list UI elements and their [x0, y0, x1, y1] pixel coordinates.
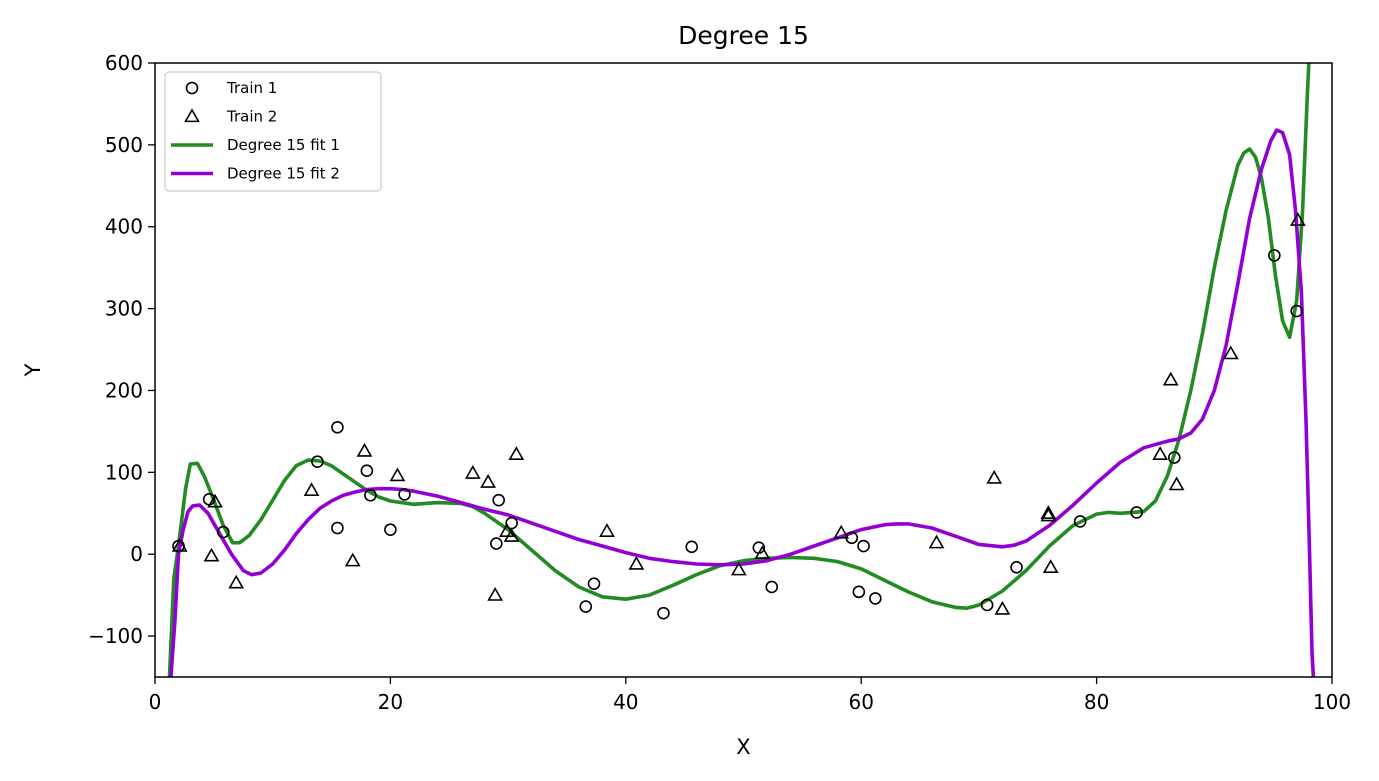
data-point-train-2 [928, 534, 945, 549]
data-point-train-1 [490, 537, 503, 550]
data-point-train-1 [657, 606, 670, 620]
data-point-train-2 [303, 482, 320, 497]
data-point-train-2 [628, 555, 645, 570]
series-line-fit-1 [167, 63, 1311, 677]
y-tick-label: 300 [105, 297, 143, 321]
y-tick-label: −100 [88, 624, 143, 648]
x-tick-label: 60 [848, 690, 873, 714]
plot-clip-group [167, 63, 1316, 677]
y-axis: −100 0 100 200 300 400 500 600 [88, 51, 155, 648]
data-point-train-2 [503, 528, 520, 542]
data-point-train-1 [364, 488, 377, 502]
legend-entry-label: Train 2 [226, 108, 277, 126]
legend-entry-label: Train 1 [226, 79, 277, 97]
data-point-train-1 [1010, 560, 1023, 574]
data-point-train-2 [228, 574, 245, 589]
data-point-train-2 [754, 545, 771, 560]
data-point-train-2 [508, 446, 525, 460]
plot-area [167, 63, 1316, 677]
data-point-train-1 [857, 539, 870, 553]
data-point-train-2 [1289, 212, 1306, 226]
y-tick-label: 400 [105, 215, 143, 239]
data-point-train-2 [1042, 559, 1059, 573]
data-point-train-2 [207, 493, 223, 508]
x-tick-label: 40 [613, 690, 638, 714]
data-point-train-2 [1040, 507, 1057, 522]
data-point-train-2 [356, 442, 373, 457]
legend-frame [164, 71, 382, 192]
data-point-train-1 [579, 600, 593, 613]
x-axis: 0 20 40 60 80 100 [149, 677, 1351, 714]
data-point-train-1 [398, 488, 411, 501]
legend-swatch [185, 81, 199, 95]
y-tick-label: 100 [105, 460, 143, 484]
data-point-train-2 [1152, 446, 1169, 460]
data-point-train-2 [730, 561, 747, 576]
data-point-train-1 [587, 577, 601, 590]
data-point-train-1 [1130, 506, 1143, 519]
data-point-train-2 [389, 467, 406, 482]
legend: Train 1 Train 2 Degree 15 fit 1 Degree 15 f… [164, 71, 382, 192]
data-point-train-1 [852, 585, 866, 599]
x-axis-label: X [736, 735, 750, 759]
plot-frame [154, 62, 1333, 678]
x-tick-label: 20 [378, 690, 403, 714]
data-point-train-1 [765, 580, 779, 594]
data-point-train-2 [1222, 345, 1239, 360]
data-point-train-2 [499, 523, 515, 537]
data-point-train-2 [1162, 371, 1179, 386]
data-point-train-1 [980, 598, 994, 612]
data-point-train-2 [1168, 476, 1185, 491]
data-point-train-1 [360, 464, 374, 477]
data-point-train-2 [833, 524, 850, 539]
data-point-train-2 [203, 547, 220, 562]
data-point-train-2 [994, 600, 1011, 615]
data-point-train-1 [1290, 304, 1303, 318]
data-point-train-1 [331, 521, 344, 535]
data-point-train-1 [1167, 451, 1181, 464]
data-point-train-2 [171, 537, 188, 552]
data-point-train-2 [1040, 505, 1057, 519]
y-tick-label: 0 [130, 542, 143, 566]
y-tick-label: 500 [105, 133, 143, 157]
y-tick-label: 600 [105, 51, 143, 75]
data-point-train-2 [344, 552, 361, 567]
legend-entry-label: Degree 15 fit 1 [227, 136, 340, 154]
data-point-train-2 [599, 523, 615, 537]
series-line-fit-2 [169, 128, 1316, 677]
data-point-train-1 [216, 525, 230, 539]
data-point-train-2 [464, 465, 481, 479]
legend-swatch [184, 108, 200, 123]
legend-entry-label: Degree 15 fit 2 [227, 165, 340, 183]
data-point-train-2 [986, 469, 1003, 484]
data-point-train-1 [1268, 249, 1281, 262]
data-point-train-1 [492, 493, 505, 507]
chart-title: Degree 15 [678, 21, 809, 50]
x-tick-label: 0 [149, 690, 162, 714]
data-point-train-1 [1073, 515, 1087, 528]
x-tick-label: 100 [1313, 690, 1351, 714]
y-axis-label: Y [21, 363, 45, 377]
data-point-train-1 [331, 421, 344, 434]
data-point-train-1 [869, 592, 882, 605]
data-point-train-1 [311, 455, 324, 468]
y-tick-label: 200 [105, 378, 143, 402]
data-point-train-2 [487, 587, 504, 601]
data-point-train-1 [384, 523, 397, 536]
data-point-train-1 [685, 540, 699, 554]
x-tick-label: 80 [1084, 690, 1109, 714]
data-point-train-2 [480, 474, 496, 488]
